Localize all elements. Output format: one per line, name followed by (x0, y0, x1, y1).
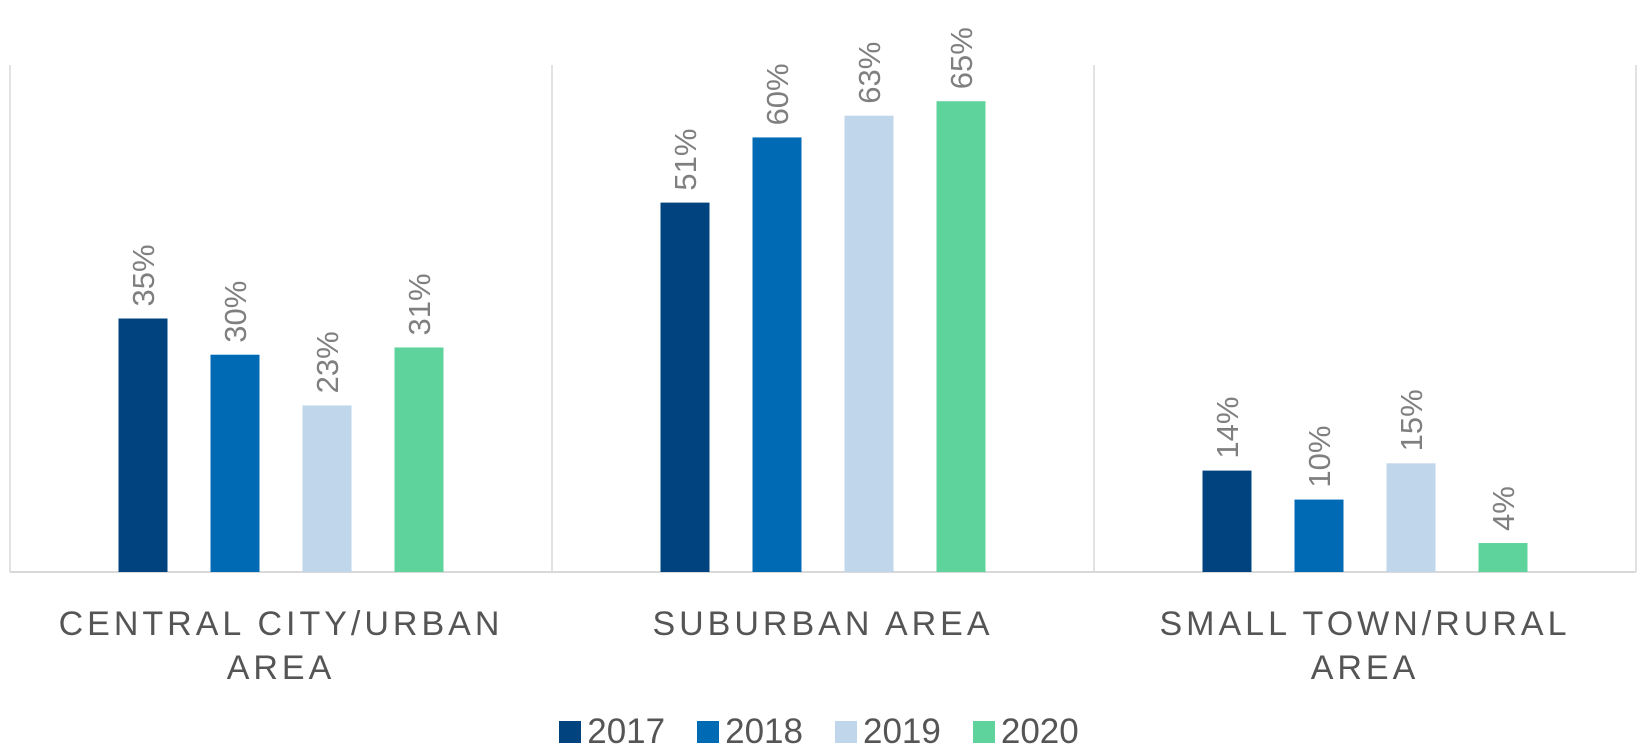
bar (1386, 463, 1436, 572)
legend: 2017 2018 2019 2020 (0, 712, 1638, 752)
legend-label: 2019 (863, 712, 941, 751)
bar (844, 115, 894, 572)
legend-swatch (972, 721, 995, 743)
data-label: 30% (218, 281, 253, 343)
x-tick-label: SMALL TOWN/RURAL AREA (1159, 605, 1571, 687)
bar (302, 405, 352, 572)
bar (752, 137, 802, 572)
data-label: 4% (1486, 486, 1521, 531)
data-label: 51% (668, 129, 703, 191)
legend-item: 2017 (559, 712, 665, 752)
legend-swatch (835, 721, 857, 743)
x-tick-label: SUBURBAN AREA (652, 605, 994, 643)
legend-label: 2017 (587, 712, 666, 751)
data-label: 10% (1302, 426, 1337, 488)
data-label: 63% (852, 42, 887, 104)
bar (1478, 543, 1528, 572)
bar (1294, 499, 1344, 572)
bar (660, 202, 710, 572)
bar (936, 101, 986, 572)
bar (118, 318, 168, 572)
legend-label: 2018 (725, 712, 803, 751)
data-label: 15% (1394, 389, 1429, 451)
data-label: 23% (310, 331, 345, 393)
legend-swatch (559, 721, 582, 743)
x-tick-label: CENTRAL CITY/URBAN AREA (58, 605, 504, 687)
data-label: 65% (944, 27, 979, 89)
legend-item: 2019 (835, 712, 941, 752)
legend-item: 2018 (697, 712, 803, 752)
bar (1202, 470, 1252, 572)
data-label: 14% (1210, 397, 1245, 459)
bar (210, 354, 260, 572)
data-label: 60% (760, 63, 795, 125)
legend-swatch (697, 721, 720, 743)
data-label: 35% (126, 244, 161, 306)
legend-label: 2020 (1000, 712, 1079, 751)
bar (394, 347, 444, 572)
data-label: 31% (402, 273, 437, 335)
legend-item: 2020 (972, 712, 1079, 752)
